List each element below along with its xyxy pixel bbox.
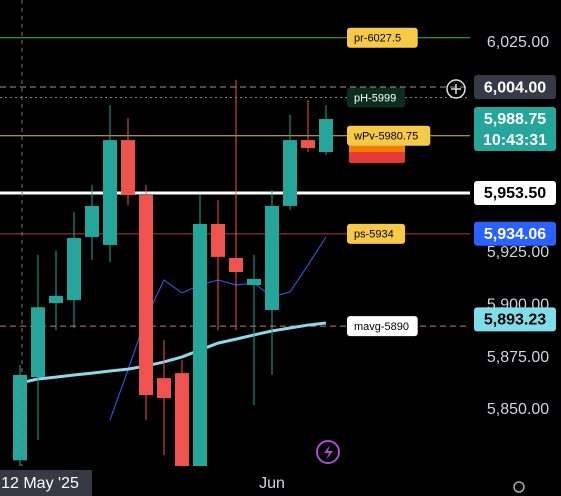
level-label-box <box>347 87 406 108</box>
time-axis: 12 May '25 Jun <box>0 470 470 496</box>
indicator-line <box>19 321 327 385</box>
level-label-text: pr-6027.5 <box>354 33 401 45</box>
level-label: wPv-5980.75 <box>347 125 431 146</box>
price-badge <box>474 180 556 205</box>
price-badge-text: 6,004.00 <box>484 79 546 96</box>
level-label-box <box>347 223 406 244</box>
crosshair-date-box <box>0 470 92 496</box>
price-badge-text: 5,953.50 <box>484 185 546 202</box>
price-badge <box>474 107 556 152</box>
candle-body <box>49 295 63 304</box>
price-badge <box>474 221 556 246</box>
level-label: mavg-5890 <box>347 316 418 337</box>
x-tick-label: 12 May '25 <box>1 475 79 492</box>
lightning-button[interactable] <box>316 440 340 464</box>
level-label-text: mavg-5890 <box>354 321 409 333</box>
settings-button[interactable] <box>513 481 525 493</box>
add-button[interactable] <box>446 79 466 99</box>
price-badge-text: 5,893.23 <box>484 312 546 329</box>
candle-body <box>121 140 135 196</box>
level-label-text: pH-5999 <box>354 92 396 104</box>
price-badge-text: 5,934.06 <box>484 226 546 243</box>
y-tick-label: 5,925.00 <box>487 244 549 261</box>
candle-body <box>175 373 189 466</box>
level-label-text: ps-5934 <box>354 229 394 241</box>
level-label-box <box>347 316 418 337</box>
price-badge <box>474 307 556 332</box>
price-axis: 5,850.005,875.005,900.005,925.006,025.00… <box>474 34 556 418</box>
candle-body <box>193 223 207 466</box>
candle-body <box>67 238 81 301</box>
countdown-text: 10:43:31 <box>483 132 547 149</box>
plot-area <box>0 37 470 466</box>
x-tick-label: Jun <box>259 475 285 492</box>
candle-body <box>139 195 153 396</box>
level-label: ps-5934 <box>347 223 406 244</box>
add-icon <box>451 84 461 94</box>
candle-body <box>85 205 99 237</box>
candle-body <box>247 278 261 286</box>
price-badge-text: 5,988.75 <box>484 111 546 128</box>
y-tick-label: 6,025.00 <box>487 34 549 51</box>
candle-body <box>229 257 243 273</box>
candle-body <box>13 374 27 461</box>
candle-body <box>319 119 333 153</box>
hidden-label <box>349 152 405 163</box>
level-label: pH-5999 <box>347 87 406 108</box>
y-tick-label: 5,875.00 <box>487 349 549 366</box>
y-tick-label: 5,850.00 <box>487 401 549 418</box>
price-badge <box>474 75 556 100</box>
candle-body <box>31 307 45 378</box>
lightning-icon <box>324 445 333 460</box>
candle-body <box>157 378 171 399</box>
level-label-box <box>347 27 418 48</box>
candle-body <box>265 205 279 310</box>
candle-body <box>301 140 315 149</box>
level-label: pr-6027.5 <box>347 27 418 48</box>
level-label-text: wPv-5980.75 <box>353 131 418 143</box>
candle-body <box>103 140 117 245</box>
candle-body <box>283 140 297 206</box>
candle-body <box>211 223 225 257</box>
level-label-box <box>347 125 431 146</box>
